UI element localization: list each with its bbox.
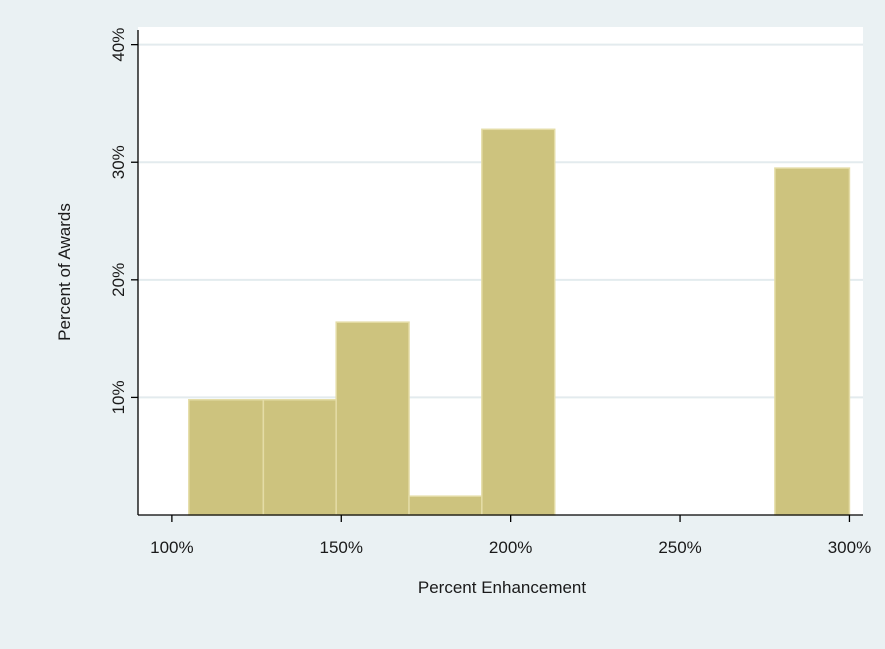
y-tick-label: 10% [109,380,128,414]
histogram-bar [335,321,410,516]
x-tick-label: 200% [489,538,532,557]
x-tick-label: 150% [320,538,363,557]
x-tick-label: 300% [828,538,871,557]
histogram-bar [262,399,337,516]
histogram-bar [188,399,265,516]
x-axis-ticks: 100% 150% 200% 250% 300% [150,515,871,557]
histogram-bar [408,495,483,516]
histogram-bar [481,128,556,516]
y-axis-ticks: 10% 20% 30% 40% [109,28,138,414]
x-tick-label: 100% [150,538,193,557]
y-tick-label: 30% [109,145,128,179]
y-tick-label: 40% [109,28,128,62]
x-axis-title: Percent Enhancement [418,578,586,597]
y-tick-label: 20% [109,263,128,297]
x-tick-label: 250% [658,538,701,557]
histogram-bar [774,167,851,516]
y-axis-title: Percent of Awards [55,203,74,341]
